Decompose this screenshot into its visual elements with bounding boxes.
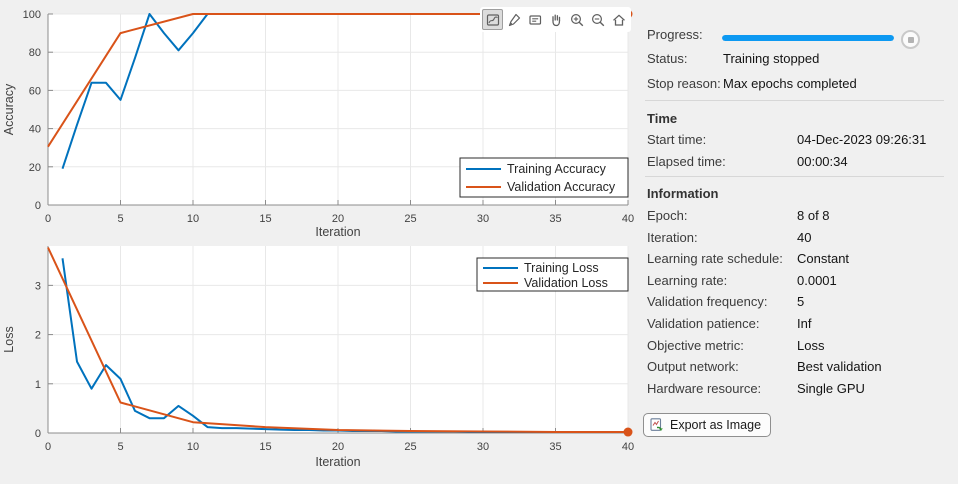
section-header: Information xyxy=(647,186,719,201)
axes-toolbar xyxy=(480,7,631,32)
zoom-out-button[interactable] xyxy=(587,9,608,30)
y-tick-label: 40 xyxy=(29,124,41,136)
info-row-label: Output network: xyxy=(647,359,739,374)
x-tick-label: 40 xyxy=(622,441,634,453)
legend-label: Validation Accuracy xyxy=(507,180,616,194)
loss-chart: 0 5 10 15 20 25 30 35 40 0 1 2 3 Iteration Loss Trainin… xyxy=(2,246,634,469)
x-tick-label: 35 xyxy=(549,441,561,453)
progress-label: Progress: xyxy=(647,27,703,42)
section-divider xyxy=(645,100,944,101)
x-tick-label: 0 xyxy=(45,213,51,225)
info-row-value: Loss xyxy=(797,338,825,353)
x-tick-label: 10 xyxy=(187,441,199,453)
y-tick-label: 0 xyxy=(35,428,41,440)
x-tick-label: 40 xyxy=(622,213,634,225)
legend-label: Training Accuracy xyxy=(507,162,607,176)
info-row-label: Elapsed time: xyxy=(647,154,726,169)
x-tick-label: 5 xyxy=(117,441,123,453)
y-tick-label: 60 xyxy=(29,85,41,97)
status-value: Training stopped xyxy=(723,51,820,66)
pan-icon xyxy=(551,14,560,26)
export-image-icon xyxy=(650,418,663,431)
y-tick-label: 100 xyxy=(23,9,41,21)
x-tick-label: 10 xyxy=(187,213,199,225)
x-tick-label: 30 xyxy=(477,213,489,225)
series-line-validation-loss xyxy=(47,247,628,433)
info-row-value: 40 xyxy=(797,230,812,245)
stop-training-button[interactable] xyxy=(901,30,920,49)
legend-box xyxy=(459,157,629,198)
legend-box xyxy=(476,257,629,292)
info-row-label: Iteration: xyxy=(647,230,698,245)
y-tick-label: 0 xyxy=(35,200,41,212)
x-tick-label: 0 xyxy=(45,441,51,453)
section-header: Time xyxy=(647,111,678,126)
y-axis-label: Accuracy xyxy=(2,83,16,135)
export-as-image-button[interactable]: Export as Image xyxy=(643,413,772,437)
x-tick-label: 5 xyxy=(117,213,123,225)
y-tick-label: 80 xyxy=(29,47,41,59)
pan-button[interactable] xyxy=(545,9,566,30)
restore-view-button[interactable] xyxy=(608,9,629,30)
y-tick-label: 2 xyxy=(35,330,41,342)
x-tick-label: 15 xyxy=(259,441,271,453)
stop-icon xyxy=(907,36,914,43)
info-row-value: 0.0001 xyxy=(797,273,837,288)
final-point-marker xyxy=(623,427,633,437)
info-row-value: 5 xyxy=(797,294,805,309)
info-row-value: Best validation xyxy=(797,359,882,374)
brush-icon xyxy=(508,13,520,26)
legend-label: Validation Loss xyxy=(524,276,608,290)
zoom-in-button[interactable] xyxy=(566,9,587,30)
training-info-panel: Progress: Status: Training stopped Stop … xyxy=(637,0,958,484)
accuracy-chart: 0 5 10 15 20 25 30 35 40 0 20 40 60 80 100 Iteration Acc… xyxy=(2,9,634,239)
info-row-value: Single GPU xyxy=(797,381,865,396)
info-row-label: Learning rate: xyxy=(647,273,728,288)
info-row-label: Start time: xyxy=(647,132,707,147)
y-axis-label: Loss xyxy=(2,326,16,352)
progress-bar xyxy=(722,35,894,41)
info-row-label: Hardware resource: xyxy=(647,381,762,396)
export-plot-icon xyxy=(486,13,499,26)
data-tips-button[interactable] xyxy=(524,9,545,30)
info-row-label: Validation patience: xyxy=(647,316,760,331)
x-axis-label: Iteration xyxy=(315,225,360,239)
y-tick-label: 1 xyxy=(35,379,41,391)
legend-label: Training Loss xyxy=(524,261,599,275)
info-row-label: Objective metric: xyxy=(647,338,744,353)
x-tick-label: 25 xyxy=(404,441,416,453)
zoom-in-icon xyxy=(570,13,583,26)
zoom-out-icon xyxy=(591,13,604,26)
section-divider xyxy=(645,176,944,177)
info-row-value: 8 of 8 xyxy=(797,208,830,223)
stop-reason-label: Stop reason: xyxy=(647,76,721,91)
x-tick-label: 20 xyxy=(332,441,344,453)
x-axis-label: Iteration xyxy=(315,455,360,469)
x-tick-label: 25 xyxy=(404,213,416,225)
info-row-value: 00:00:34 xyxy=(797,154,848,169)
info-row-value: Constant xyxy=(797,251,850,266)
y-tick-label: 3 xyxy=(35,280,41,292)
x-tick-label: 30 xyxy=(477,441,489,453)
info-row-label: Epoch: xyxy=(647,208,688,223)
progress-bar-fill xyxy=(722,35,894,41)
info-row-label: Validation frequency: xyxy=(647,294,768,309)
x-tick-label: 35 xyxy=(549,213,561,225)
data-tips-icon xyxy=(528,14,541,25)
y-tick-label: 20 xyxy=(29,162,41,174)
x-tick-label: 20 xyxy=(332,213,344,225)
info-row-label: Learning rate schedule: xyxy=(647,251,783,266)
export-button-label: Export as Image xyxy=(670,418,762,432)
info-row-value: 04-Dec-2023 09:26:31 xyxy=(797,132,927,147)
status-label: Status: xyxy=(647,51,688,66)
x-tick-label: 15 xyxy=(259,213,271,225)
export-plot-button[interactable] xyxy=(482,9,503,30)
info-row-value: Inf xyxy=(797,316,812,331)
brush-button[interactable] xyxy=(503,9,524,30)
stop-reason-value: Max epochs completed xyxy=(723,76,857,91)
restore-view-icon xyxy=(612,14,625,26)
